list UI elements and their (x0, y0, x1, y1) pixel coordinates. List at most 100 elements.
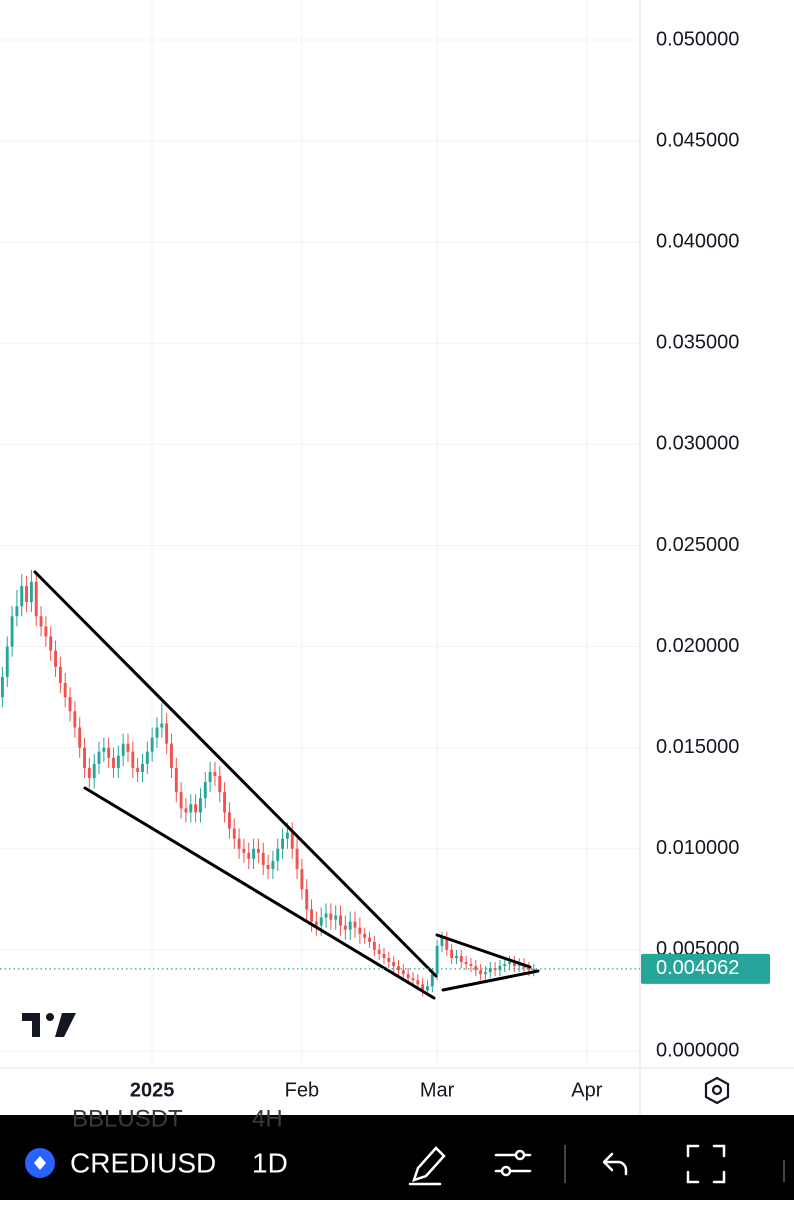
candle-body (184, 808, 188, 813)
indicators-icon[interactable] (494, 1149, 532, 1177)
candle-body (329, 913, 333, 920)
candle-body (5, 646, 9, 677)
candle-body (83, 747, 86, 768)
candle-body (488, 968, 492, 973)
trend-line (33, 570, 438, 978)
symbol[interactable]: CREDIUSD (70, 1147, 216, 1178)
candle-body (474, 966, 478, 971)
candle-body (58, 666, 62, 683)
candle-body (208, 771, 212, 783)
candle-body (382, 953, 386, 958)
candle-body (227, 812, 231, 829)
candle-body (503, 964, 507, 967)
candle-body (387, 957, 391, 963)
settings-icon[interactable] (704, 1076, 730, 1105)
x-tick-label: Feb (285, 1079, 319, 1101)
candle-body (406, 974, 410, 979)
candle-body (276, 848, 280, 861)
candle-body (464, 962, 468, 965)
axes: 0.0000000.0050000.0100000.0150000.020000… (0, 28, 770, 1101)
candle-body (281, 838, 285, 849)
candle-body (363, 933, 367, 938)
candle-body (155, 727, 159, 738)
candle-body (498, 966, 502, 971)
candle-body (450, 949, 454, 958)
candle-body (517, 964, 521, 967)
candle-body (213, 771, 217, 777)
symbol-clip: CREDIUSD (70, 1147, 216, 1178)
x-tick-label: 2025 (130, 1079, 175, 1101)
trend-line (441, 969, 540, 992)
candle-body (445, 937, 449, 950)
tradingview-logo (22, 1013, 76, 1037)
candle-body (29, 581, 33, 603)
candle-body (459, 955, 463, 963)
candle-body (353, 921, 357, 928)
candle-body (532, 968, 536, 971)
candle-body (107, 747, 111, 758)
candle-body (0, 676, 4, 698)
overlay-interval: 4H (252, 1105, 283, 1132)
candle-body (223, 792, 227, 813)
candle-body (44, 626, 48, 637)
candle-body (10, 616, 14, 647)
x-tick-label: Mar (420, 1079, 455, 1101)
trend-lines (33, 570, 540, 1000)
candle-body (271, 860, 275, 870)
undo-icon[interactable] (602, 1152, 628, 1176)
candle-body (411, 978, 415, 981)
candle-body (73, 711, 77, 728)
symbol-logo (25, 1148, 55, 1178)
candle-body (290, 832, 294, 849)
fullscreen-icon[interactable] (686, 1144, 726, 1184)
candle-body (121, 743, 125, 756)
candle-body (421, 984, 425, 991)
candle-body (116, 755, 120, 768)
candle-body (440, 937, 444, 946)
candle-body (285, 832, 289, 839)
candle-body (527, 968, 531, 971)
candle-body (49, 636, 53, 651)
candle-body (416, 980, 420, 985)
candle-body (170, 743, 173, 768)
candle-body (131, 751, 135, 768)
candle-body (469, 964, 473, 967)
candle-body (97, 751, 101, 764)
candle-body (319, 917, 323, 926)
candle-body (174, 767, 178, 793)
candle-body (426, 986, 429, 991)
candle-body (512, 962, 516, 967)
candle-body (78, 727, 82, 748)
candle-body (508, 962, 512, 965)
candle-body (20, 585, 24, 607)
candle-body (54, 650, 57, 667)
toolbar (0, 1115, 794, 1200)
candle-body (34, 581, 38, 617)
candle-body (141, 763, 144, 772)
y-tick-label: 0.025000 (656, 534, 739, 556)
candle-body (199, 798, 202, 813)
candle-body (145, 751, 149, 764)
candle-body (300, 869, 304, 890)
candle-body (305, 889, 309, 910)
candle-body (314, 921, 318, 926)
draw-icon[interactable] (408, 1146, 446, 1186)
candles (0, 569, 536, 997)
candle-body (237, 838, 241, 849)
candle-body (430, 974, 434, 987)
trend-line (83, 786, 436, 1000)
candle-body (310, 909, 313, 922)
candle-body (479, 970, 483, 975)
interval[interactable]: 1D (252, 1147, 288, 1178)
candle-body (324, 913, 328, 918)
candle-body (334, 915, 338, 920)
candle-body (348, 921, 352, 930)
candle-body (160, 723, 164, 728)
candle-body (203, 782, 207, 799)
candle-body (377, 949, 381, 954)
candle-body (261, 852, 265, 865)
candle-body (339, 915, 342, 926)
last-price-box (641, 953, 770, 984)
